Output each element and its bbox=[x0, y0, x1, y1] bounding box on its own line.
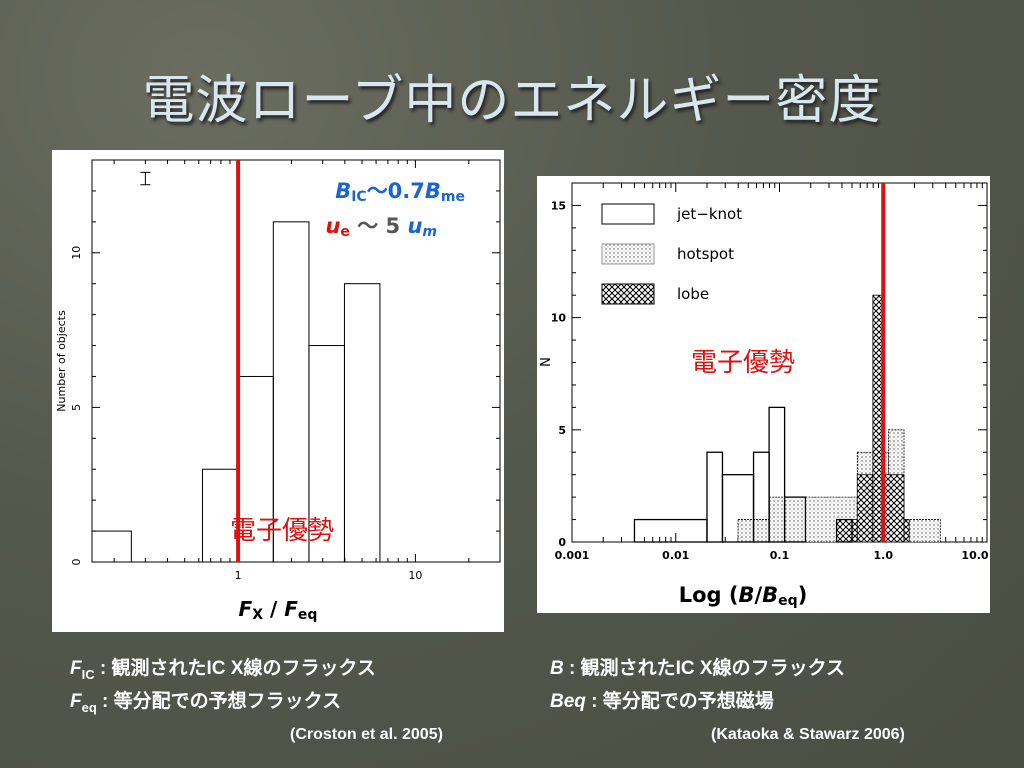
right-bars bbox=[633, 294, 941, 543]
caption-symbol: Beq bbox=[550, 691, 586, 712]
left-region-label: 電子優勢 bbox=[230, 516, 334, 546]
legend-swatch-crosshatch bbox=[601, 283, 655, 305]
legend-label: lobe bbox=[677, 285, 709, 303]
bar-crosshatch bbox=[856, 474, 874, 543]
caption-symbol: F bbox=[70, 658, 82, 679]
y-tick-label: 5 bbox=[558, 424, 566, 437]
slide-title: 電波ローブ中のエネルギー密度 bbox=[142, 71, 882, 131]
bar-open bbox=[706, 451, 724, 543]
bar-crosshatch bbox=[836, 519, 858, 543]
x-tick-label: 1 bbox=[235, 569, 242, 582]
caption-text: : 観測されたIC X線のフラックス bbox=[563, 658, 846, 679]
caption-text: : 等分配での予想磁場 bbox=[585, 691, 774, 712]
left-reference: (Croston et al. 2005) bbox=[290, 726, 443, 743]
bar-dotted bbox=[768, 496, 806, 543]
left-caption-feq: Feq : 等分配での予想フラックス bbox=[70, 686, 341, 715]
y-tick-label: 5 bbox=[70, 404, 83, 411]
caption-text: : 等分配での予想フラックス bbox=[96, 691, 342, 712]
caption-symbol: F bbox=[70, 691, 82, 712]
right-reference: (Kataoka & Stawarz 2006) bbox=[711, 726, 905, 743]
left-bars bbox=[91, 221, 381, 563]
right-y-axis-label: N bbox=[539, 357, 554, 367]
bar-crosshatch bbox=[903, 519, 910, 543]
bar-open bbox=[783, 496, 807, 543]
histogram-bar bbox=[272, 221, 310, 563]
right-histogram: 0.001 0.01 0.1 1.0 10.0 0 5 10 15 N jet−knot hots… bbox=[539, 182, 989, 609]
histogram-bar bbox=[91, 530, 132, 563]
right-caption-beq: Beq : 等分配での予想磁場 bbox=[550, 686, 774, 713]
left-caption-fic: FIC : 観測されたIC X線のフラックス bbox=[70, 653, 376, 682]
legend-swatch-dotted bbox=[601, 243, 655, 265]
y-tick-label: 0 bbox=[558, 536, 566, 549]
left-y-axis-label: Number of objects bbox=[55, 310, 68, 412]
legend-swatch-open bbox=[601, 203, 655, 225]
left-annotation-u-ratio: ue ～ 5 um bbox=[325, 214, 437, 240]
bar-open bbox=[835, 518, 853, 543]
caption-subscript: IC bbox=[81, 666, 95, 682]
x-tick-label: 0.001 bbox=[555, 549, 590, 562]
left-chart-panel: 1 10 0 5 10 Number of objects FX / Feq BIC～0… bbox=[52, 150, 504, 632]
x-tick-label: 0.1 bbox=[770, 549, 790, 562]
right-caption-b: B : 観測されたIC X線のフラックス bbox=[550, 653, 845, 680]
left-axis-ticks: 1 10 0 5 10 bbox=[70, 159, 501, 582]
legend-label: jet−knot bbox=[676, 205, 742, 223]
legend-label: hotspot bbox=[677, 245, 734, 263]
y-tick-label: 10 bbox=[551, 312, 567, 325]
right-region-label: 電子優勢 bbox=[691, 348, 795, 378]
bar-crosshatch bbox=[882, 474, 905, 543]
x-tick-label: 0.01 bbox=[662, 549, 689, 562]
caption-symbol: B bbox=[550, 658, 564, 679]
right-chart-panel: 0.001 0.01 0.1 1.0 10.0 0 5 10 15 N jet−knot hots… bbox=[537, 176, 990, 613]
right-legend: jet−knot hotspot lobe bbox=[601, 203, 742, 305]
y-tick-label: 0 bbox=[70, 559, 83, 566]
x-tick-label: 1.0 bbox=[874, 549, 894, 562]
y-tick-label: 15 bbox=[551, 199, 566, 212]
x-tick-label: 10 bbox=[408, 569, 422, 582]
left-annotation-b-ratio: BIC～0.7Bme bbox=[335, 179, 465, 205]
caption-text: : 観測されたIC X線のフラックス bbox=[94, 658, 376, 679]
left-x-axis-label: FX / Feq bbox=[239, 597, 318, 623]
right-x-axis-label: Log (B/Beq) bbox=[679, 583, 808, 609]
x-tick-label: 10.0 bbox=[961, 549, 988, 562]
bar-open bbox=[768, 406, 786, 543]
left-error-bar bbox=[140, 171, 151, 186]
left-histogram: 1 10 0 5 10 Number of objects FX / Feq BIC～0… bbox=[55, 159, 501, 623]
histogram-bar bbox=[343, 283, 381, 563]
caption-subscript: eq bbox=[81, 699, 97, 715]
left-plot-frame bbox=[91, 159, 501, 563]
y-tick-label: 10 bbox=[70, 246, 83, 260]
